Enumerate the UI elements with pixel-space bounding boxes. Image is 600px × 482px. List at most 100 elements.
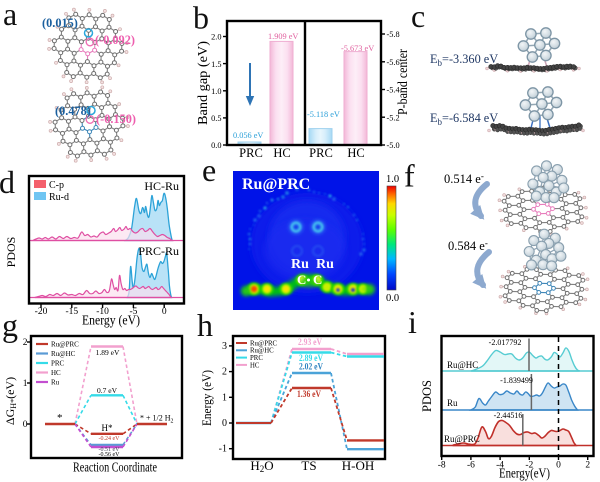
svg-text:-0.51 eV: -0.51 eV — [99, 447, 121, 453]
svg-text:ΔGH*(eV): ΔGH*(eV) — [3, 377, 18, 425]
svg-text:(-0.092): (-0.092) — [95, 33, 135, 47]
svg-text:-20: -20 — [35, 307, 48, 317]
svg-text:Ru: Ru — [447, 398, 458, 408]
svg-text:HC: HC — [347, 146, 364, 160]
svg-text:Ru@PRC: Ru@PRC — [242, 176, 310, 193]
svg-text:0.0: 0.0 — [211, 141, 221, 150]
svg-text:0: 0 — [556, 461, 561, 471]
svg-text:Ru@HC: Ru@HC — [51, 350, 76, 358]
svg-text:Ru@PRC: Ru@PRC — [51, 341, 79, 349]
svg-text:h: h — [197, 307, 213, 343]
svg-text:-0.24 eV: -0.24 eV — [99, 436, 121, 442]
svg-text:2.02 eV: 2.02 eV — [299, 362, 323, 372]
svg-text:2.93 eV: 2.93 eV — [298, 337, 322, 347]
svg-text:C: C — [297, 272, 306, 287]
svg-text:Ru@PRC: Ru@PRC — [250, 340, 278, 347]
svg-text:Energy(eV): Energy(eV) — [499, 467, 550, 482]
svg-text:a: a — [3, 0, 17, 32]
svg-text:0.056 eV: 0.056 eV — [233, 131, 263, 140]
svg-text:-15: -15 — [65, 307, 78, 317]
svg-text:HC: HC — [51, 369, 61, 377]
svg-text:2.0: 2.0 — [211, 33, 221, 42]
svg-text:HC-Ru: HC-Ru — [144, 179, 179, 193]
svg-text:0.0: 0.0 — [386, 293, 399, 304]
svg-text:PRC: PRC — [309, 146, 333, 160]
svg-text:-4: -4 — [496, 461, 504, 471]
svg-text:-5.4: -5.4 — [387, 86, 401, 95]
svg-text:b: b — [193, 0, 209, 36]
svg-text:PRC: PRC — [250, 355, 263, 362]
svg-text:*: * — [57, 412, 63, 424]
svg-text:Ru: Ru — [51, 379, 60, 387]
svg-text:g: g — [2, 307, 18, 343]
svg-text:-2.44516: -2.44516 — [494, 411, 523, 420]
svg-text:0: 0 — [162, 307, 167, 317]
svg-text:-5.673 eV: -5.673 eV — [341, 44, 374, 53]
svg-text:-2.017792: -2.017792 — [489, 338, 522, 347]
svg-text:e: e — [202, 152, 216, 188]
svg-text:-5.8: -5.8 — [387, 30, 400, 39]
svg-text:0.584 e-: 0.584 e- — [448, 238, 488, 253]
svg-text:1: 1 — [222, 392, 227, 403]
svg-text:0.514 e-: 0.514 e- — [444, 171, 484, 186]
svg-text:-2: -2 — [525, 461, 533, 471]
svg-text:Eb=-6.584 eV: Eb=-6.584 eV — [430, 111, 498, 127]
svg-text:2: 2 — [222, 367, 227, 378]
svg-text:0.7 eV: 0.7 eV — [97, 386, 118, 395]
svg-text:Reaction Coordinate: Reaction Coordinate — [73, 460, 157, 475]
svg-text:3: 3 — [222, 341, 227, 352]
svg-text:-5.6: -5.6 — [387, 58, 400, 67]
svg-text:(0.478): (0.478) — [55, 104, 91, 118]
svg-text:0.5: 0.5 — [211, 114, 221, 123]
svg-text:1.0: 1.0 — [386, 174, 399, 185]
svg-text:* + 1/2 H2: * + 1/2 H2 — [140, 414, 174, 425]
svg-text:PDOS: PDOS — [420, 380, 434, 412]
svg-text:Ru@HC: Ru@HC — [447, 360, 478, 370]
svg-text:(0.015): (0.015) — [42, 16, 78, 30]
svg-text:Ru: Ru — [316, 257, 334, 272]
svg-text:1.0: 1.0 — [211, 87, 221, 96]
svg-text:P-band center: P-band center — [395, 49, 410, 115]
svg-text:Ru@PRC: Ru@PRC — [444, 434, 480, 444]
svg-text:(-0.150): (-0.150) — [96, 112, 136, 126]
svg-text:1.909 eV: 1.909 eV — [268, 32, 298, 41]
svg-text:1.5: 1.5 — [211, 60, 221, 69]
svg-text:Ru@HC: Ru@HC — [250, 348, 274, 355]
svg-text:Energy (eV): Energy (eV) — [200, 370, 214, 426]
svg-text:-10: -10 — [96, 307, 109, 317]
svg-text:PDOS: PDOS — [4, 237, 18, 268]
svg-text:PRC: PRC — [239, 146, 263, 160]
svg-text:2.89 eV: 2.89 eV — [299, 353, 323, 363]
svg-text:0: 0 — [23, 420, 28, 430]
svg-text:2: 2 — [23, 338, 28, 348]
svg-text:HC: HC — [273, 146, 290, 160]
svg-text:c: c — [411, 0, 425, 34]
svg-text:PRC-Ru: PRC-Ru — [138, 244, 179, 258]
svg-text:-1: -1 — [219, 444, 227, 455]
svg-text:-1.839499: -1.839499 — [500, 376, 533, 385]
svg-text:0: 0 — [222, 418, 227, 429]
svg-text:-8: -8 — [438, 461, 446, 471]
svg-text:-0.56 eV: -0.56 eV — [99, 452, 121, 458]
svg-text:H-OH: H-OH — [342, 458, 375, 473]
svg-text:-5.2: -5.2 — [387, 113, 400, 122]
svg-text:i: i — [408, 304, 417, 340]
svg-text:H*: H* — [102, 423, 113, 433]
svg-text:-6: -6 — [467, 461, 475, 471]
svg-text:1.89 eV: 1.89 eV — [96, 348, 120, 357]
svg-text:PRC: PRC — [51, 360, 65, 368]
svg-text:C-p: C-p — [49, 180, 64, 191]
svg-text:-5.0: -5.0 — [387, 141, 400, 150]
svg-text:Band gap (eV): Band gap (eV) — [195, 41, 210, 125]
svg-text:-5: -5 — [129, 307, 137, 317]
svg-text:2: 2 — [585, 461, 590, 471]
svg-text:f: f — [404, 158, 415, 194]
svg-text:Energy (eV): Energy (eV) — [82, 313, 140, 328]
svg-text:Eb=-3.360 eV: Eb=-3.360 eV — [430, 52, 498, 68]
svg-text:C: C — [313, 272, 322, 287]
svg-text:Ru: Ru — [291, 257, 309, 272]
svg-text:1.36 eV: 1.36 eV — [297, 389, 321, 399]
svg-text:TS: TS — [301, 458, 316, 473]
svg-text:1: 1 — [23, 379, 28, 389]
svg-text:d: d — [0, 164, 15, 200]
